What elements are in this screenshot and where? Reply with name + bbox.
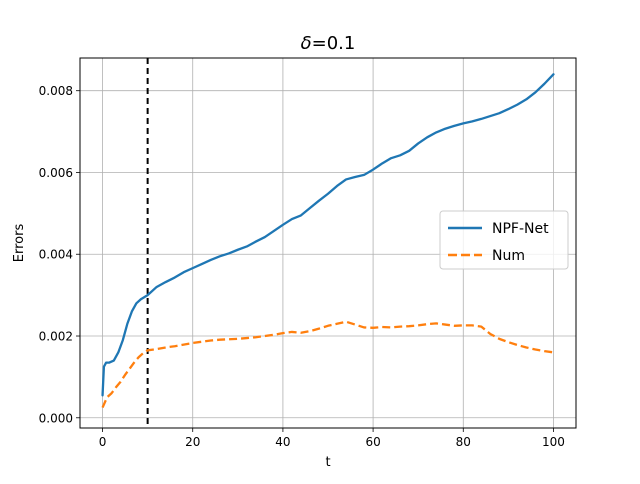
legend-box (439, 210, 569, 270)
y-tick-label: 0.000 (39, 411, 73, 425)
series-line-npf-net (101, 73, 555, 397)
x-tick-label: 40 (275, 435, 290, 449)
series-line-num (101, 320, 554, 409)
x-tick-label: 80 (456, 435, 471, 449)
y-tick-label: 0.004 (39, 248, 73, 262)
y-tick-label: 0.008 (39, 84, 73, 98)
x-tick-label: 20 (185, 435, 200, 449)
y-tick-label: 0.002 (39, 330, 73, 344)
plot-frame (79, 57, 577, 429)
grid-lines (80, 58, 576, 428)
chart-title: δ=0.1 (301, 33, 356, 54)
legend-label-num: Num (492, 248, 525, 264)
legend: NPF-Net Num (439, 210, 569, 270)
y-axis-label: Errors (12, 224, 27, 263)
x-tick-label: 100 (542, 435, 565, 449)
title-delta-value: =0.1 (312, 33, 356, 54)
title-delta-symbol: δ (301, 33, 312, 54)
legend-label-npf-net: NPF-Net (492, 221, 549, 237)
axis-ticks: 0 20 40 60 80 100 0.000 0.002 0.004 0.006 0.008 (39, 84, 565, 449)
y-tick-label: 0.006 (39, 166, 73, 180)
x-tick-label: 0 (99, 435, 107, 449)
series-layer (101, 73, 555, 409)
x-tick-label: 60 (365, 435, 380, 449)
x-axis-label: t (325, 455, 330, 470)
